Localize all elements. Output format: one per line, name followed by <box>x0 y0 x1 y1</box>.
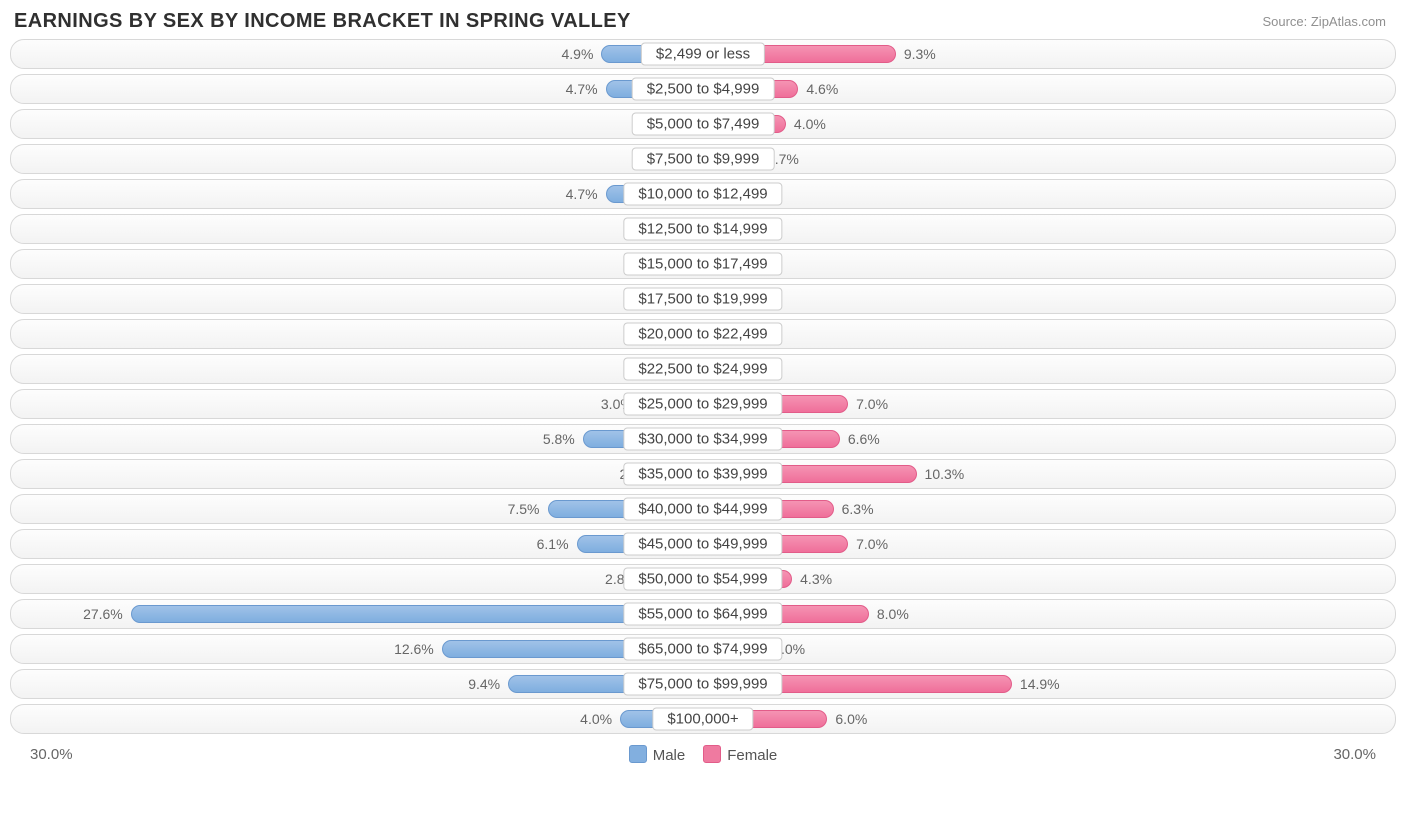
category-label: $2,499 or less <box>641 43 765 66</box>
bar-row: 0.7%1.3%$22,500 to $24,999 <box>10 354 1396 384</box>
bar-row: 4.7%1.7%$10,000 to $12,499 <box>10 179 1396 209</box>
category-label: $20,000 to $22,499 <box>623 323 782 346</box>
bar-row: 3.0%7.0%$25,000 to $29,999 <box>10 389 1396 419</box>
category-label: $17,500 to $19,999 <box>623 288 782 311</box>
category-label: $10,000 to $12,499 <box>623 183 782 206</box>
female-pct-label: 8.0% <box>877 606 909 622</box>
category-label: $75,000 to $99,999 <box>623 673 782 696</box>
category-label: $22,500 to $24,999 <box>623 358 782 381</box>
male-pct-label: 4.9% <box>562 46 594 62</box>
female-swatch-icon <box>703 745 721 763</box>
category-label: $45,000 to $49,999 <box>623 533 782 556</box>
legend-female-label: Female <box>727 747 777 764</box>
bar-row: 0.7%1.3%$12,500 to $14,999 <box>10 214 1396 244</box>
bar-row: 4.9% 9.3% $2,499 or less <box>10 39 1396 69</box>
male-pct-label: 12.6% <box>394 641 434 657</box>
bar-row: 27.6% 8.0% $55,000 to $64,999 <box>10 599 1396 629</box>
category-label: $2,500 to $4,999 <box>632 78 775 101</box>
bar-row: 1.4%0.99%$15,000 to $17,499 <box>10 249 1396 279</box>
legend: Male Female <box>629 745 778 764</box>
female-pct-label: 14.9% <box>1020 676 1060 692</box>
category-label: $12,500 to $14,999 <box>623 218 782 241</box>
male-pct-label: 27.6% <box>83 606 123 622</box>
female-pct-label: 6.0% <box>835 711 867 727</box>
female-pct-label: 4.3% <box>800 571 832 587</box>
bar-row: 0.47%4.0%$5,000 to $7,499 <box>10 109 1396 139</box>
female-pct-label: 10.3% <box>925 466 965 482</box>
bar-row: 6.1% 7.0% $45,000 to $49,999 <box>10 529 1396 559</box>
category-label: $100,000+ <box>652 708 753 731</box>
female-pct-label: 7.0% <box>856 396 888 412</box>
category-label: $5,000 to $7,499 <box>632 113 775 136</box>
category-label: $65,000 to $74,999 <box>623 638 782 661</box>
female-pct-label: 6.6% <box>848 431 880 447</box>
bar-row: 9.4% 14.9% $75,000 to $99,999 <box>10 669 1396 699</box>
category-label: $25,000 to $29,999 <box>623 393 782 416</box>
female-pct-label: 9.3% <box>904 46 936 62</box>
bar-row: 0.93%2.7%$7,500 to $9,999 <box>10 144 1396 174</box>
category-label: $7,500 to $9,999 <box>632 148 775 171</box>
female-pct-label: 4.0% <box>794 116 826 132</box>
female-pct-label: 6.3% <box>842 501 874 517</box>
male-bar <box>131 605 703 623</box>
male-pct-label: 9.4% <box>468 676 500 692</box>
diverging-bar-chart: 4.9% 9.3% $2,499 or less 4.7% 4.6% $2,500 to … <box>0 39 1406 734</box>
axis-max-right: 30.0% <box>1333 746 1376 763</box>
category-label: $15,000 to $17,499 <box>623 253 782 276</box>
bar-row: 12.6%3.0%$65,000 to $74,999 <box>10 634 1396 664</box>
male-pct-label: 4.0% <box>580 711 612 727</box>
axis-max-left: 30.0% <box>30 746 73 763</box>
legend-male-label: Male <box>653 747 686 764</box>
bar-row: 0.0%0.0%$20,000 to $22,499 <box>10 319 1396 349</box>
female-pct-label: 7.0% <box>856 536 888 552</box>
bar-row: 4.0% 6.0% $100,000+ <box>10 704 1396 734</box>
female-pct-label: 4.6% <box>806 81 838 97</box>
male-pct-label: 4.7% <box>566 81 598 97</box>
legend-female: Female <box>703 745 777 764</box>
male-pct-label: 5.8% <box>543 431 575 447</box>
category-label: $40,000 to $44,999 <box>623 498 782 521</box>
male-swatch-icon <box>629 745 647 763</box>
male-pct-label: 7.5% <box>508 501 540 517</box>
category-label: $35,000 to $39,999 <box>623 463 782 486</box>
legend-male: Male <box>629 745 686 764</box>
bar-row: 2.1%10.3%$35,000 to $39,999 <box>10 459 1396 489</box>
male-pct-label: 4.7% <box>566 186 598 202</box>
bar-row: 5.8% 6.6% $30,000 to $34,999 <box>10 424 1396 454</box>
category-label: $30,000 to $34,999 <box>623 428 782 451</box>
bar-row: 0.7%0.99%$17,500 to $19,999 <box>10 284 1396 314</box>
category-label: $55,000 to $64,999 <box>623 603 782 626</box>
source-label: Source: ZipAtlas.com <box>1262 14 1386 29</box>
bar-row: 7.5% 6.3% $40,000 to $44,999 <box>10 494 1396 524</box>
bar-row: 2.8%4.3%$50,000 to $54,999 <box>10 564 1396 594</box>
category-label: $50,000 to $54,999 <box>623 568 782 591</box>
page-title: EARNINGS BY SEX BY INCOME BRACKET IN SPR… <box>14 10 631 33</box>
bar-row: 4.7% 4.6% $2,500 to $4,999 <box>10 74 1396 104</box>
male-pct-label: 6.1% <box>537 536 569 552</box>
